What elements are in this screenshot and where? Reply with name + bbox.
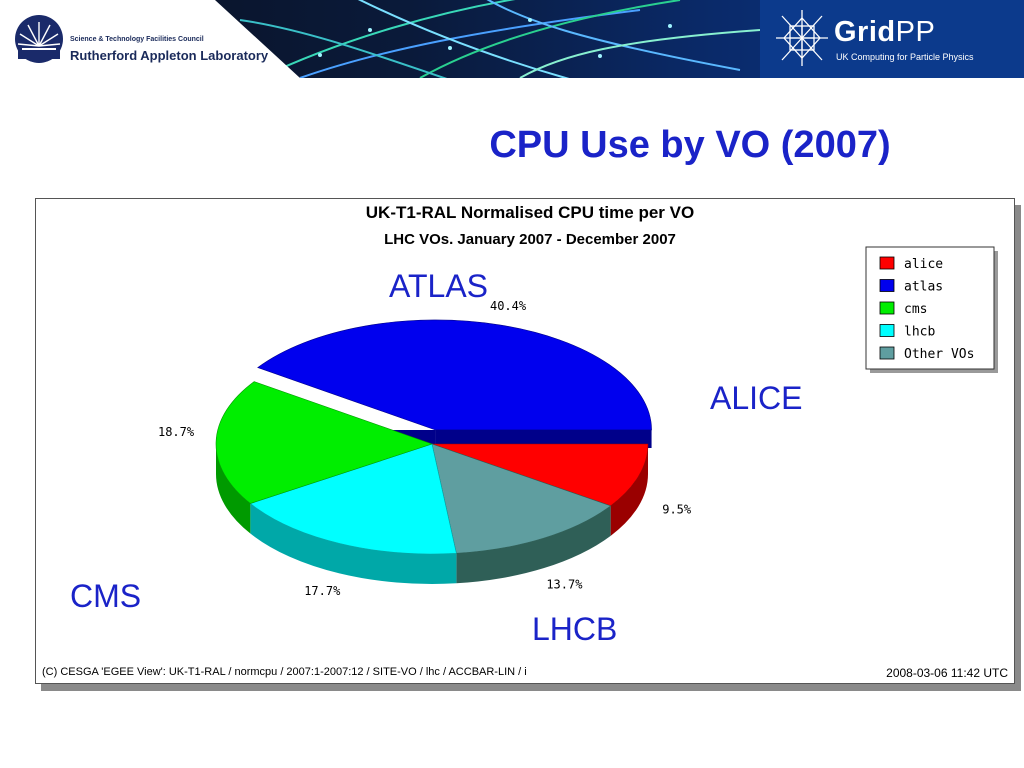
legend-swatch-atlas [879, 279, 895, 292]
pie-label-alice: 9.5% [662, 502, 692, 516]
legend-swatch-other-vos [879, 346, 895, 360]
annotation-lhcb: LHCB [532, 611, 618, 647]
pie-slice-alice [431, 443, 649, 507]
chart-footer-left: (C) CESGA 'EGEE View': UK-T1-RAL / normc… [42, 666, 527, 678]
legend-swatch-alice [879, 256, 895, 270]
chart-footer-right: 2008-03-06 11:42 UTC [886, 666, 1008, 680]
legend-label-alice: alice [904, 257, 943, 272]
chart-title: UK-T1-RAL Normalised CPU time per VO [366, 203, 694, 222]
ral-name: Rutherford Appleton Laboratory [70, 48, 269, 63]
pie-label-atlas: 40.4% [490, 299, 527, 313]
pie-side-cms [216, 444, 251, 534]
header-banner: Science & Technology Facilities Council … [0, 0, 1024, 78]
gridpp-wordmark: GridPP [834, 16, 935, 49]
pie-edge2-atlas [435, 429, 652, 448]
slide-title: CPU Use by VO (2007) [489, 124, 891, 166]
pie-label-lhcb: 17.7% [304, 584, 341, 598]
pie-label-cms: 18.7% [158, 425, 195, 439]
annotation-atlas: ATLAS [389, 268, 488, 304]
pie-slice-other-VOs [431, 443, 612, 554]
pie-slice-atlas [257, 319, 652, 431]
pie-slice-lhcb [249, 443, 457, 555]
gridpp-pp-text: PP [895, 16, 936, 48]
pie-side-lhcb [250, 503, 457, 584]
legend-swatch-cms [879, 301, 895, 315]
pie-side-alice [610, 444, 648, 536]
gridpp-star-icon [776, 10, 828, 66]
legend-label-other-vos: Other VOs [904, 347, 974, 362]
annotation-alice: ALICE [710, 380, 803, 416]
gridpp-grid-text: Grid [834, 16, 896, 48]
pie-label-other-VOs: 13.7% [546, 578, 583, 592]
chart-frame: UK-T1-RAL Normalised CPU time per VO LHC… [35, 198, 1015, 684]
legend-label-cms: cms [904, 302, 927, 317]
legend-swatch-lhcb [879, 324, 895, 337]
particle-tracks-image [239, 0, 760, 78]
gridpp-logo-area: GridPP UK Computing for Particle Physics [760, 0, 1024, 78]
legend-label-atlas: atlas [904, 280, 943, 295]
stfc-text: Science & Technology Facilities Council [70, 36, 204, 43]
gridpp-subtitle: UK Computing for Particle Physics [836, 52, 974, 62]
pie-slice-cms [215, 381, 433, 504]
chart-subtitle: LHC VOs. January 2007 - December 2007 [384, 231, 676, 248]
annotation-cms: CMS [70, 578, 142, 614]
pie-side-other-VOs [456, 505, 611, 584]
ral-sunburst-icon [15, 15, 63, 63]
legend-label-lhcb: lhcb [904, 325, 935, 340]
pie-chart: UK-T1-RAL Normalised CPU time per VO LHC… [42, 203, 1008, 680]
